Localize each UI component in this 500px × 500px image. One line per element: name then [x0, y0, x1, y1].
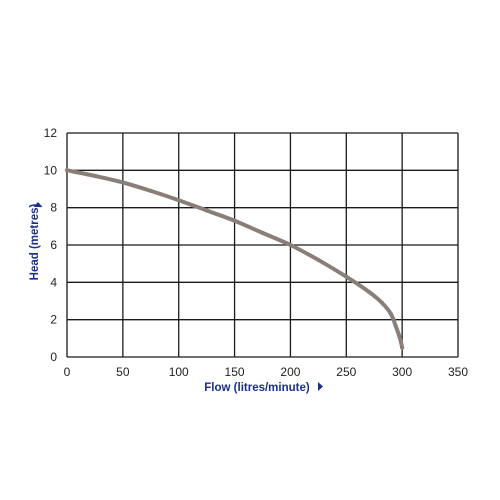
x-tick-label-300: 300 — [392, 365, 412, 379]
y-axis-arrow-icon — [33, 202, 43, 207]
x-tick-label-250: 250 — [336, 365, 356, 379]
x-tick-label-350: 350 — [448, 365, 468, 379]
y-tick-label-4: 4 — [50, 275, 57, 289]
data-point-0-5 — [204, 208, 209, 213]
data-point-0-1 — [92, 173, 97, 178]
x-tick-label-200: 200 — [280, 365, 300, 379]
x-axis-title: Flow (litres/minute) — [204, 382, 310, 394]
data-point-0-0 — [65, 168, 69, 173]
x-tick-label-0: 0 — [64, 365, 71, 379]
data-point-0-14 — [393, 323, 398, 328]
y-tick-label-0: 0 — [50, 350, 57, 364]
data-point-0-16 — [399, 340, 404, 345]
data-point-0-3 — [148, 188, 153, 193]
y-tick-label-12: 12 — [44, 126, 58, 140]
x-axis-arrow-icon — [318, 382, 323, 391]
data-point-0-10 — [344, 274, 349, 279]
y-tick-label-10: 10 — [44, 163, 58, 177]
y-tick-label-8: 8 — [50, 201, 57, 215]
series-layer — [65, 168, 405, 350]
horizontal-grid-lines — [67, 132, 458, 358]
data-point-0-6 — [232, 218, 237, 223]
data-point-0-7 — [260, 230, 265, 235]
data-point-0-13 — [388, 312, 393, 317]
data-point-0-11 — [366, 289, 371, 294]
x-tick-label-50: 50 — [116, 365, 130, 379]
data-point-0-15 — [396, 332, 401, 337]
data-point-0-17 — [400, 345, 405, 350]
data-point-0-9 — [316, 257, 321, 262]
data-point-0-12 — [380, 300, 385, 305]
data-point-0-2 — [120, 180, 125, 185]
y-tick-label-2: 2 — [50, 313, 57, 327]
y-axis-title: Head (metres) — [29, 203, 41, 280]
y-axis-tick-labels: 0 2 4 6 8 10 12 — [44, 126, 58, 364]
y-tick-label-6: 6 — [50, 238, 57, 252]
x-axis-tick-labels: 0 50 100 150 200 250 300 350 — [64, 365, 469, 379]
data-point-0-4 — [176, 198, 181, 203]
data-point-0-8 — [288, 243, 293, 247]
x-tick-label-150: 150 — [225, 365, 245, 379]
x-tick-label-100: 100 — [169, 365, 189, 379]
